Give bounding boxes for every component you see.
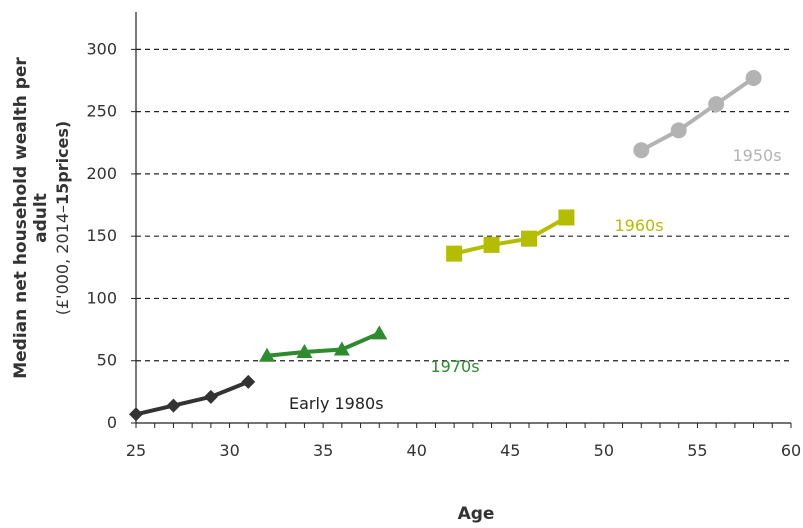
y-axis-title: Median net household wealth per adult (£…: [11, 57, 72, 379]
data-point: [241, 374, 256, 389]
series-1970s: 1970s: [259, 325, 480, 376]
series-label: 1950s: [732, 146, 781, 165]
series-1960s: 1960s: [446, 209, 664, 262]
series-early-1980s: Early 1980s: [129, 374, 384, 422]
series-group: Early 1980s 1970s 1960s 1950s: [129, 70, 782, 422]
y-tick-label: 50: [97, 351, 117, 370]
x-axis-title: Age: [458, 504, 495, 524]
x-tick-label: 40: [407, 441, 427, 460]
x-tick-label: 30: [219, 441, 239, 460]
data-point: [296, 344, 313, 359]
series-1950s: 1950s: [633, 70, 782, 165]
series-line: [453, 215, 568, 256]
x-tick-label: 45: [500, 441, 520, 460]
series-label: 1960s: [614, 216, 663, 235]
data-point: [670, 122, 687, 139]
y-tick-label: 250: [86, 102, 117, 121]
y-axis-unit-bold: 15: [53, 183, 72, 205]
x-tick-label: 60: [781, 441, 801, 460]
y-tick-label: 150: [86, 226, 117, 245]
data-point: [371, 325, 388, 340]
data-point: [333, 341, 350, 356]
data-point: [558, 209, 575, 226]
y-tick-label: 0: [107, 413, 117, 432]
x-tick-label: 50: [594, 441, 614, 460]
data-point: [521, 230, 537, 247]
y-axis-unit-line: (£'000, 2014–15prices): [53, 121, 72, 316]
axes: [131, 12, 792, 428]
y-tick-label: 300: [86, 39, 117, 58]
y-axis-title-line1: Median net household wealth per: [11, 57, 31, 379]
x-tick-label: 35: [313, 441, 333, 460]
y-axis-unit-pre: (£'000, 2014–: [53, 205, 72, 315]
data-point: [203, 389, 218, 404]
y-tick-labels: 0 50 100 150 200 250 300: [86, 39, 117, 432]
y-axis-title-line2: adult: [31, 193, 51, 243]
data-point: [708, 96, 725, 113]
data-point: [446, 245, 463, 262]
series-line: [135, 380, 250, 417]
data-point: [259, 347, 275, 362]
y-tick-label: 100: [86, 288, 117, 307]
y-axis-unit-post: prices): [53, 121, 72, 183]
data-point: [483, 236, 500, 253]
y-tick-label: 200: [86, 164, 117, 183]
gridlines: [136, 48, 791, 362]
x-tick-labels: 25 30 35 40 45 50 55 60: [126, 441, 801, 460]
data-point: [633, 142, 650, 159]
data-point: [166, 398, 181, 413]
x-tick-label: 55: [687, 441, 707, 460]
series-label: 1970s: [430, 357, 479, 376]
data-point: [129, 407, 143, 422]
series-label: Early 1980s: [289, 394, 384, 413]
series-line: [266, 331, 381, 358]
x-tick-label: 25: [126, 441, 146, 460]
data-point: [745, 70, 762, 87]
series-line: [640, 76, 755, 153]
